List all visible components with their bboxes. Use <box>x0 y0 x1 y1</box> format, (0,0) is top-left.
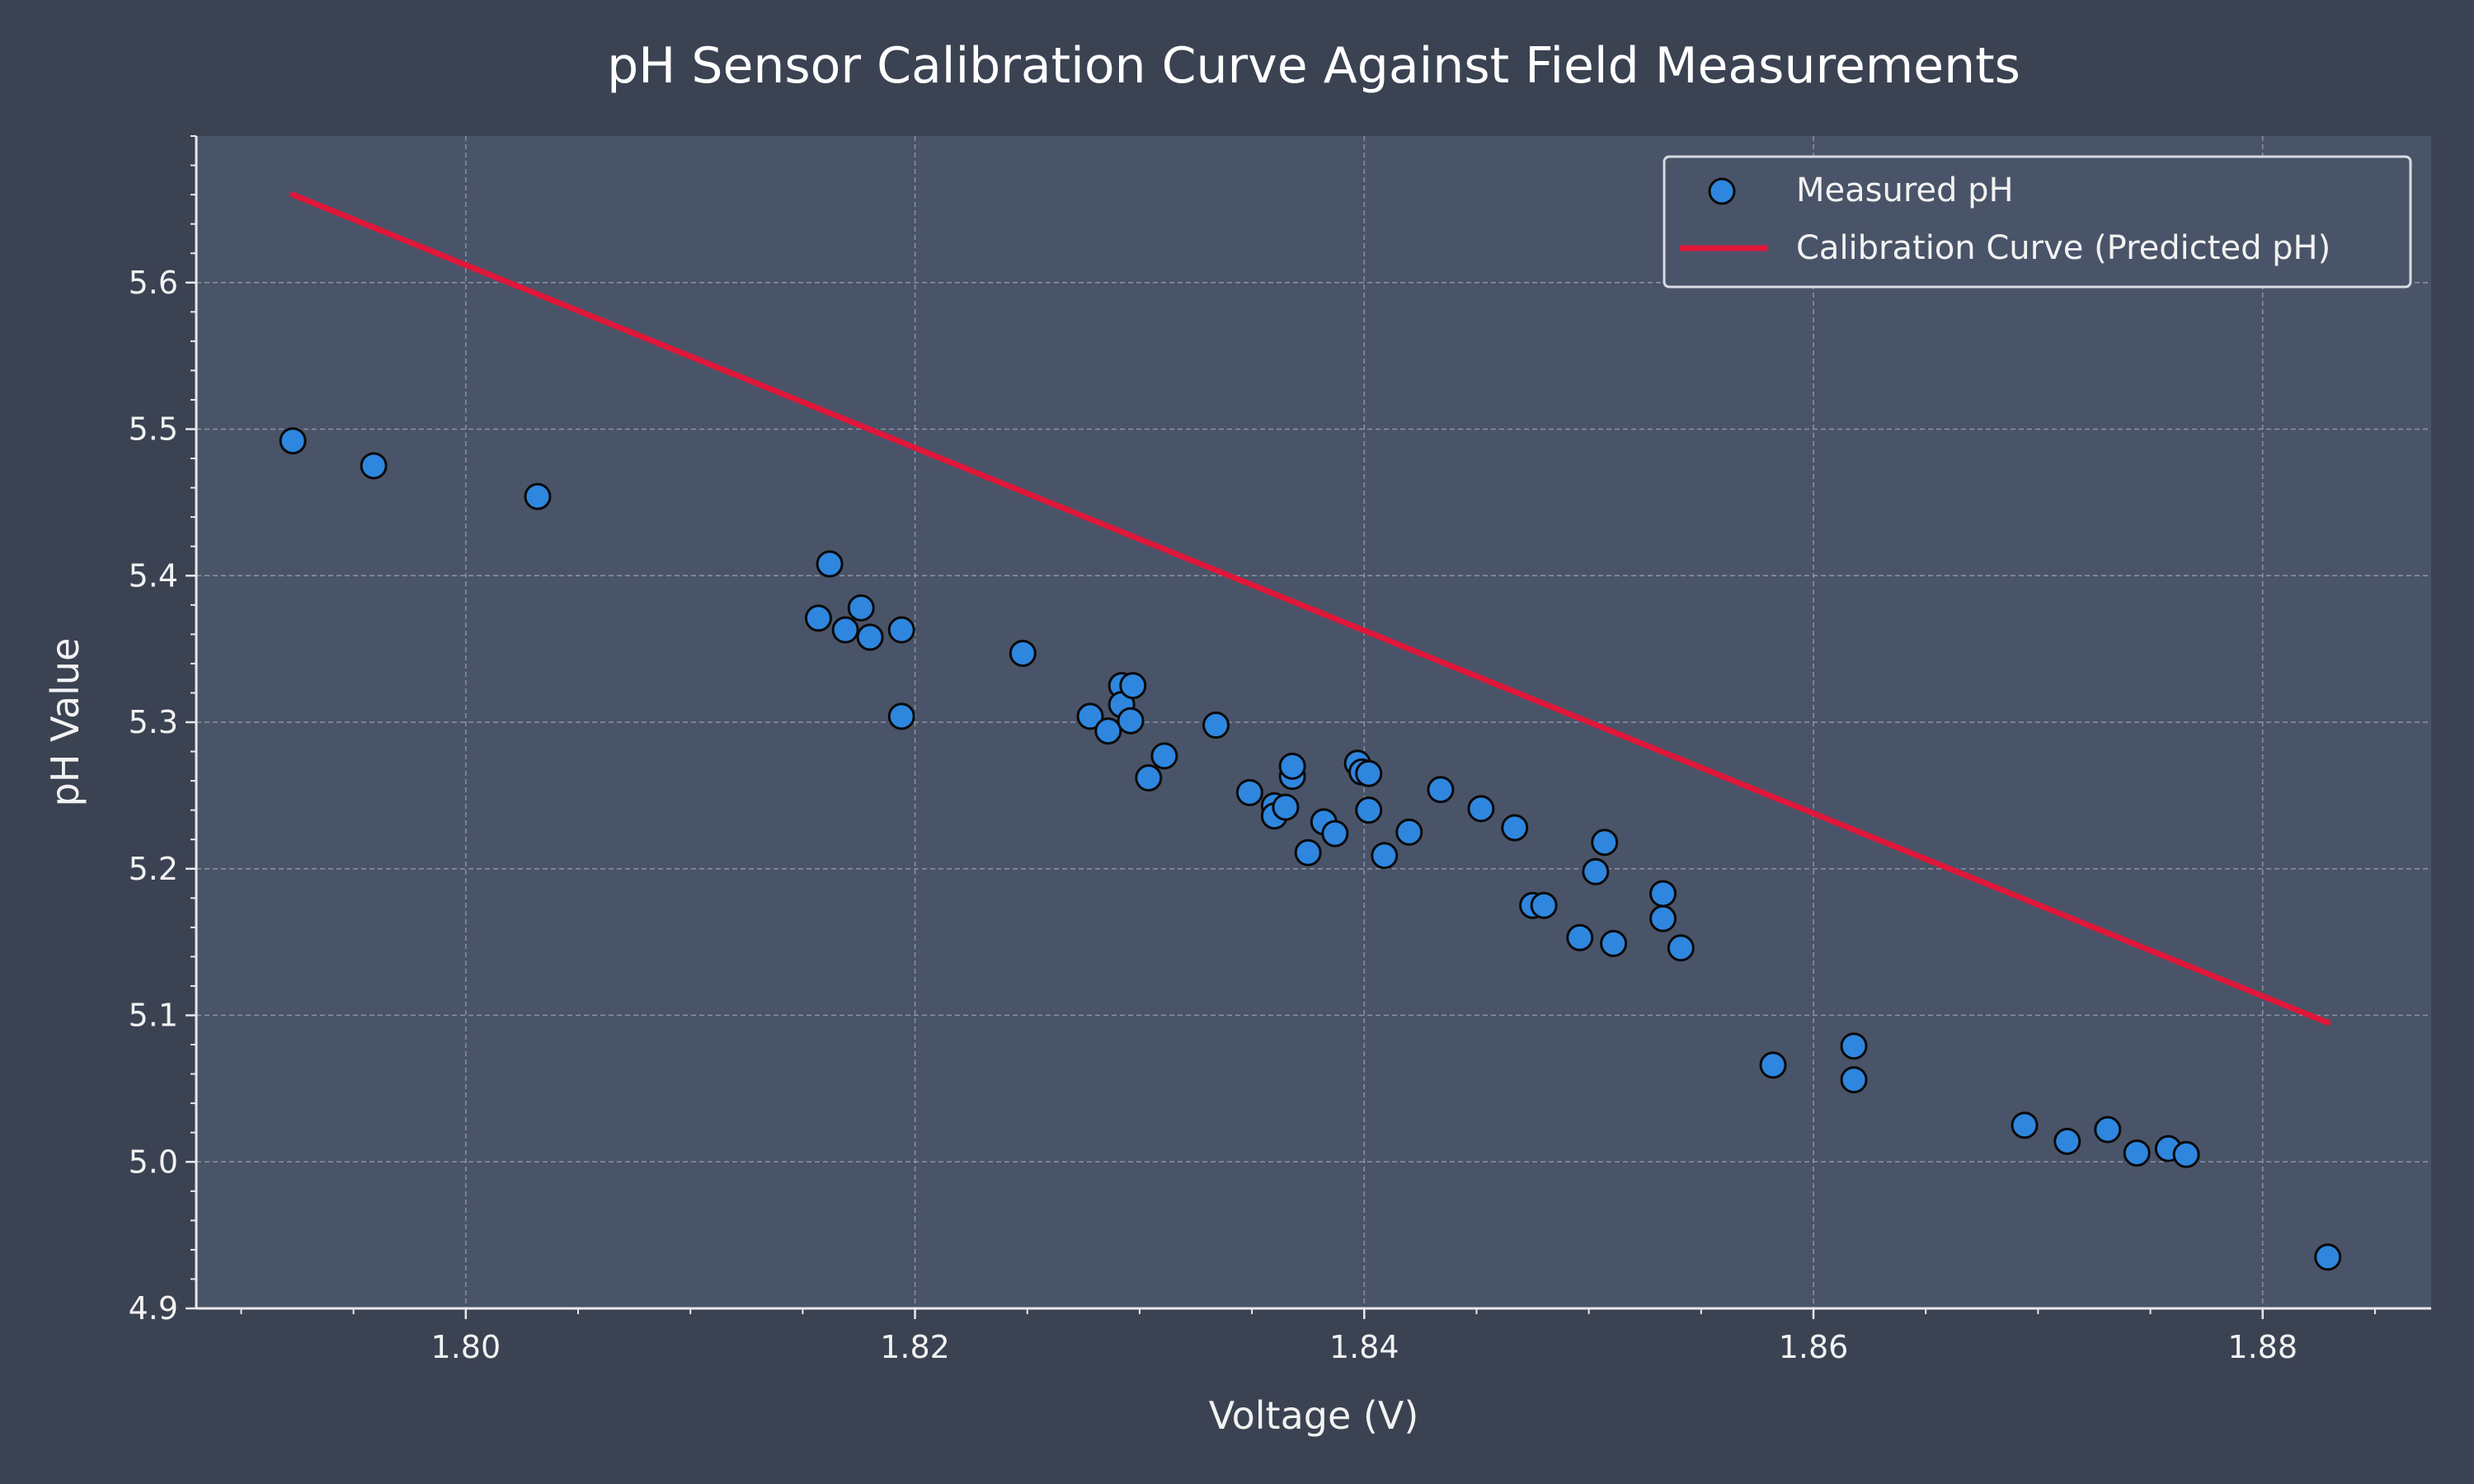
measured-ph-point <box>1150 742 1178 770</box>
x-axis-label: Voltage (V) <box>1209 1393 1419 1438</box>
measured-ph-point <box>1294 838 1322 866</box>
measured-ph-point <box>887 702 915 730</box>
measured-ph-point <box>1591 829 1619 857</box>
measured-ph-point <box>1427 776 1455 804</box>
y-tick-label: 5.3 <box>129 704 178 740</box>
measured-ph-point <box>1501 814 1529 842</box>
measured-ph-point <box>1355 796 1383 824</box>
measured-ph-point <box>2314 1243 2342 1271</box>
x-tick-label: 1.80 <box>431 1329 501 1365</box>
measured-ph-point <box>279 427 307 455</box>
measured-ph-point <box>1840 1066 1868 1094</box>
measured-ph-point <box>1076 702 1104 730</box>
measured-ph-point <box>1278 752 1306 780</box>
y-tick-label: 5.2 <box>129 851 178 887</box>
legend: Measured pH Calibration Curve (Predicted… <box>1663 155 2412 289</box>
measured-ph-point <box>1202 711 1230 740</box>
measured-ph-point <box>831 616 859 644</box>
measured-ph-point <box>360 452 388 480</box>
x-tick-label: 1.86 <box>1779 1329 1849 1365</box>
legend-marker-measured <box>1708 177 1736 205</box>
calibration-curve-line <box>289 191 2331 1026</box>
measured-ph-point <box>847 594 875 622</box>
y-axis-label: pH Value <box>43 638 87 807</box>
measured-ph-point <box>1649 880 1677 908</box>
measured-ph-point <box>1566 923 1594 951</box>
chart-title: pH Sensor Calibration Curve Against Fiel… <box>607 37 2020 95</box>
y-tick-label: 5.1 <box>129 998 178 1034</box>
measured-ph-point <box>1667 934 1695 962</box>
y-tick-label: 5.0 <box>129 1144 178 1180</box>
y-tick-label: 5.4 <box>129 557 178 594</box>
measured-ph-point <box>2053 1127 2081 1155</box>
measured-ph-point <box>1759 1051 1787 1079</box>
legend-label-calibration: Calibration Curve (Predicted pH) <box>1796 229 2331 267</box>
measured-ph-point <box>1530 891 1558 919</box>
y-tick-label: 5.6 <box>129 265 178 301</box>
measured-ph-point <box>1117 707 1145 735</box>
measured-ph-point <box>2011 1111 2039 1139</box>
measured-ph-point <box>1467 795 1495 823</box>
measured-ph-point <box>1119 672 1147 700</box>
measured-ph-point <box>804 604 832 632</box>
measured-ph-point <box>856 623 884 651</box>
measured-ph-point <box>524 482 552 510</box>
measured-ph-point <box>1371 842 1399 870</box>
measured-ph-point <box>2094 1115 2122 1144</box>
measured-ph-point <box>1135 764 1163 792</box>
measured-ph-point <box>2172 1140 2200 1168</box>
measured-ph-point <box>887 616 915 644</box>
data-marks <box>279 191 2342 1271</box>
legend-label-measured: Measured pH <box>1796 171 2014 209</box>
measured-ph-point <box>1395 818 1423 846</box>
y-axis-ticks: 4.9 5.0 5.1 5.2 5.3 5.4 5.5 5.6 <box>129 135 196 1327</box>
measured-ph-point <box>1094 717 1122 745</box>
measured-ph-point <box>1649 904 1677 932</box>
x-tick-label: 1.84 <box>1329 1329 1399 1365</box>
x-axis-ticks: 1.80 1.82 1.84 1.86 1.88 <box>240 1308 2376 1365</box>
measured-ph-point <box>1272 793 1300 821</box>
measured-ph-point <box>816 550 844 578</box>
measured-ph-point <box>1600 929 1628 957</box>
measured-ph-point <box>1582 857 1610 885</box>
measured-ph-point <box>1321 819 1349 848</box>
x-tick-label: 1.88 <box>2227 1329 2298 1365</box>
measured-ph-point <box>1235 778 1263 806</box>
measured-ph-point <box>1355 759 1383 787</box>
legend-box <box>1663 155 2412 289</box>
y-tick-label: 4.9 <box>129 1290 178 1327</box>
y-tick-label: 5.5 <box>129 411 178 448</box>
x-tick-label: 1.82 <box>880 1329 950 1365</box>
measured-ph-point <box>1840 1032 1868 1060</box>
measured-ph-point <box>1009 639 1037 667</box>
measured-ph-point <box>2123 1139 2151 1167</box>
